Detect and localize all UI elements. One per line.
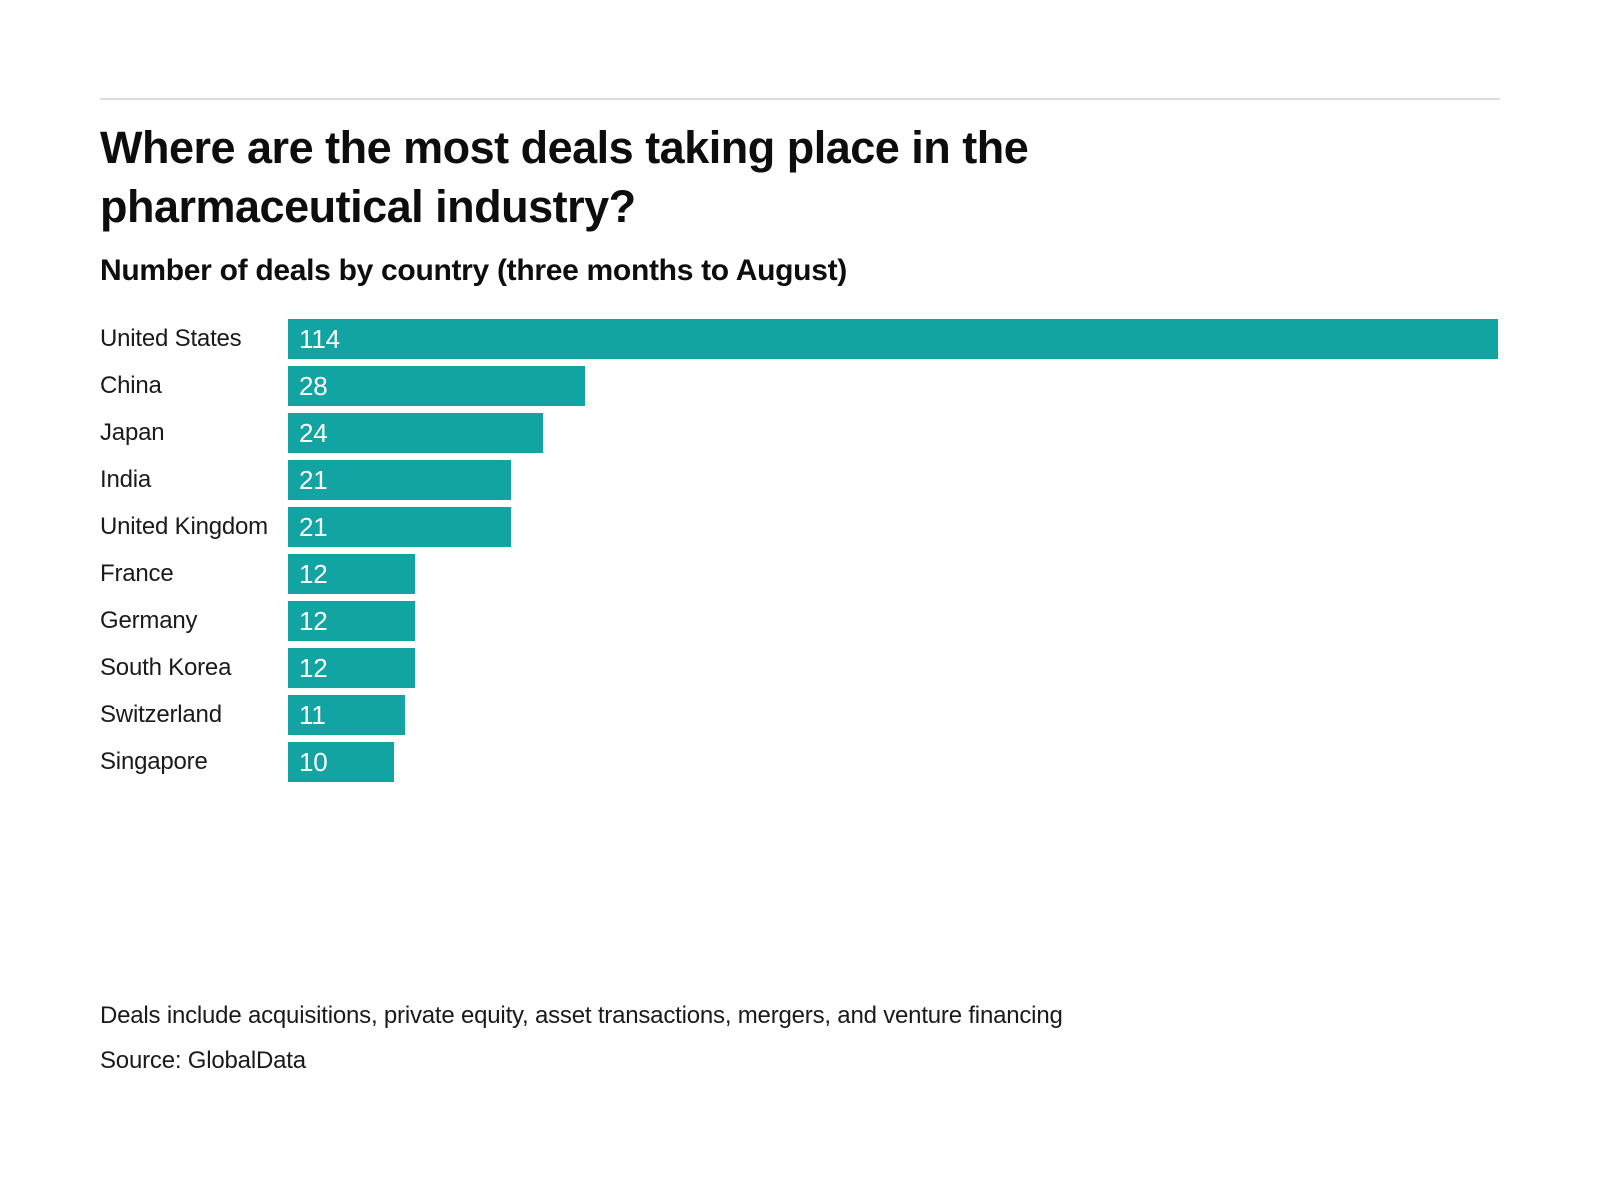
bar: 21 xyxy=(288,507,511,547)
chart-row: South Korea 12 xyxy=(100,648,1498,688)
bar: 10 xyxy=(288,742,395,782)
value-label: 12 xyxy=(299,558,328,589)
bar-track: 10 xyxy=(288,742,1498,782)
bar-track: 12 xyxy=(288,648,1498,688)
bar-track: 12 xyxy=(288,554,1498,594)
bar-track: 28 xyxy=(288,366,1498,406)
chart-row: Germany 12 xyxy=(100,601,1498,641)
chart-row: Switzerland 11 xyxy=(100,695,1498,735)
chart-row: United States 114 xyxy=(100,319,1498,359)
value-label: 21 xyxy=(299,464,328,495)
bar-track: 12 xyxy=(288,601,1498,641)
country-label: United States xyxy=(100,325,242,352)
bar: 12 xyxy=(288,648,416,688)
value-label: 12 xyxy=(299,605,328,636)
country-label: Singapore xyxy=(100,748,208,775)
value-label: 11 xyxy=(299,699,326,730)
value-label: 114 xyxy=(299,323,340,354)
bar: 12 xyxy=(288,601,416,641)
bar: 11 xyxy=(288,695,405,735)
country-label: South Korea xyxy=(100,654,232,681)
country-label: France xyxy=(100,560,174,587)
bar: 28 xyxy=(288,366,586,406)
country-label: Japan xyxy=(100,419,165,446)
country-label: Switzerland xyxy=(100,701,222,728)
chart-row: Japan 24 xyxy=(100,413,1498,453)
bar-chart: United States 114 China 28 Japan 24 India 21 Uni… xyxy=(100,319,1498,789)
bar: 12 xyxy=(288,554,416,594)
bar: 114 xyxy=(288,319,1498,359)
chart-title: Where are the most deals taking place in… xyxy=(100,122,1029,232)
bar-track: 21 xyxy=(288,460,1498,500)
chart-row: United Kingdom 21 xyxy=(100,507,1498,547)
bar-track: 11 xyxy=(288,695,1498,735)
chart-row: China 28 xyxy=(100,366,1498,406)
country-label: India xyxy=(100,466,152,493)
bar-track: 21 xyxy=(288,507,1498,547)
bar-track: 24 xyxy=(288,413,1498,453)
chart-subtitle: Number of deals by country (three months… xyxy=(100,254,847,287)
chart-row: Singapore 10 xyxy=(100,742,1498,782)
bar: 21 xyxy=(288,460,511,500)
value-label: 12 xyxy=(299,652,328,683)
value-label: 10 xyxy=(299,746,328,777)
chart-row: France 12 xyxy=(100,554,1498,594)
country-label: Germany xyxy=(100,607,198,634)
country-label: United Kingdom xyxy=(100,513,268,540)
country-label: China xyxy=(100,372,162,399)
bar: 24 xyxy=(288,413,543,453)
chart-source: Source: GlobalData xyxy=(100,1047,306,1074)
chart-note: Deals include acquisitions, private equi… xyxy=(100,1002,1063,1029)
value-label: 21 xyxy=(299,511,328,542)
top-divider-rule xyxy=(100,98,1500,100)
value-label: 28 xyxy=(299,370,328,401)
value-label: 24 xyxy=(299,417,328,448)
bar-track: 114 xyxy=(288,319,1498,359)
chart-row: India 21 xyxy=(100,460,1498,500)
